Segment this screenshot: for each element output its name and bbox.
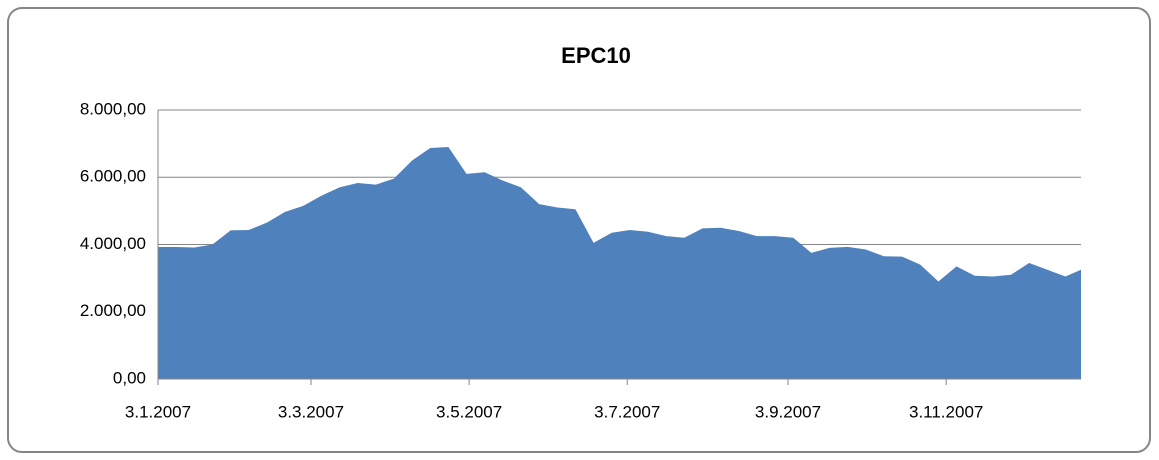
x-tick-label: 3.5.2007 — [436, 402, 502, 421]
y-tick-label: 4.000,00 — [80, 234, 146, 253]
x-tick-label: 3.3.2007 — [278, 402, 344, 421]
y-tick-label: 2.000,00 — [80, 301, 146, 320]
y-tick-label: 0,00 — [113, 368, 146, 387]
area — [158, 146, 1081, 379]
chart-title: EPC10 — [561, 43, 631, 68]
x-tick-label: 3.1.2007 — [125, 402, 191, 421]
x-tick-label: 3.11.2007 — [909, 402, 983, 421]
x-tick-label: 3.9.2007 — [755, 402, 821, 421]
y-tick-label: 6.000,00 — [80, 167, 146, 186]
y-tick-label: 8.000,00 — [80, 99, 146, 118]
x-tick-label: 3.7.2007 — [594, 402, 660, 421]
